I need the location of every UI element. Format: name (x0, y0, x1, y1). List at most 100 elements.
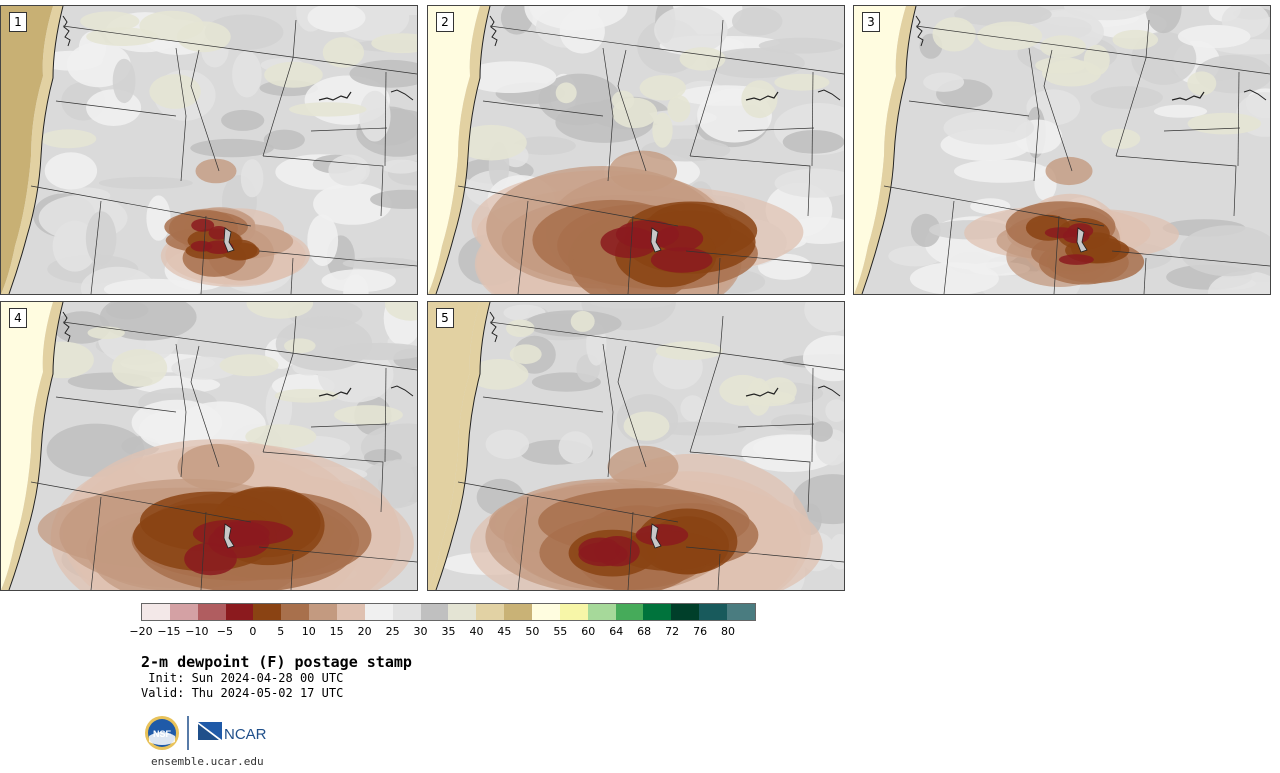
humidity-contour (263, 129, 305, 150)
humidity-contour (513, 136, 576, 155)
humidity-contour (246, 302, 314, 319)
dewpoint-contour (195, 158, 237, 184)
colorbar-swatch (281, 604, 310, 620)
humidity-contour (328, 154, 370, 186)
humidity-contour (1040, 35, 1086, 59)
humidity-contour (558, 431, 593, 464)
state-boundary (290, 553, 294, 590)
ocean (428, 302, 480, 590)
humidity-contour (190, 138, 274, 158)
state-boundary (258, 546, 417, 563)
humidity-contour (679, 47, 726, 71)
colorbar-tick-label: 60 (581, 625, 596, 638)
lake (390, 385, 414, 397)
state-boundary (811, 367, 814, 463)
colorbar-swatch (337, 604, 365, 620)
init-time: Init: Sun 2024-04-28 00 UTC (141, 671, 344, 685)
colorbar-swatch (671, 604, 700, 620)
humidity-contour (506, 319, 535, 337)
colorbar-tick-label: 80 (721, 625, 736, 638)
colorbar-tick-label: 5 (277, 625, 285, 638)
state-boundary (310, 127, 388, 132)
humidity-contour (40, 129, 97, 149)
ncar-logo: NCAR (198, 722, 267, 743)
state-boundary (90, 200, 102, 294)
colorbar-swatch (504, 604, 533, 620)
coastline (8, 6, 64, 294)
ocean (428, 6, 480, 294)
humidity-contour (313, 183, 392, 225)
humidity-contour (943, 111, 1035, 145)
humidity-contour (85, 211, 117, 266)
state-boundary (489, 25, 844, 75)
humidity-contour (240, 159, 264, 198)
dewpoint-contour (190, 240, 213, 252)
state-boundary (517, 200, 529, 294)
state-boundary (517, 496, 529, 590)
panel-number-label: 1 (9, 12, 27, 32)
dewpoint-contour (177, 443, 255, 491)
lake (223, 523, 235, 549)
state-boundary (55, 100, 177, 117)
state-boundary (689, 155, 811, 217)
lake (650, 523, 662, 549)
postage-stamp-panel-3: 3 (853, 5, 1271, 295)
state-boundary (617, 345, 647, 468)
humidity-contour (623, 411, 670, 441)
colorbar-swatch (699, 604, 728, 620)
colorbar-tick-label: −15 (157, 625, 181, 638)
dewpoint-contour (184, 542, 237, 576)
state-boundary (685, 546, 844, 563)
coastal-band (1, 6, 63, 294)
humidity-contour (1207, 271, 1270, 294)
humidity-contour (87, 326, 125, 340)
state-boundary (883, 185, 1105, 227)
state-boundary (489, 321, 844, 371)
panel-number-label: 2 (436, 12, 454, 32)
humidity-contour (639, 75, 686, 101)
state-boundary (717, 553, 721, 590)
humidity-contour (570, 310, 595, 332)
colorbar-swatch (727, 604, 755, 620)
humidity-contour (909, 262, 999, 294)
humidity-contour (954, 6, 1052, 27)
ocean (854, 6, 906, 294)
state-boundary (30, 185, 252, 227)
state-boundary (627, 511, 634, 590)
humidity-contour (1145, 6, 1182, 34)
state-boundary (262, 155, 384, 217)
humidity-contour (86, 27, 159, 46)
state-boundary (1043, 49, 1073, 172)
humidity-contour (245, 424, 317, 449)
dewpoint-contour (192, 519, 270, 548)
humidity-contour (455, 124, 527, 161)
coastline (435, 302, 491, 590)
coastal-band (1, 302, 63, 590)
humidity-contour (44, 152, 98, 190)
state-boundary (737, 127, 815, 132)
colorbar-tick-label: 64 (609, 625, 624, 638)
state-boundary (175, 47, 187, 182)
humidity-contour (1090, 86, 1163, 109)
state-boundary (175, 343, 187, 478)
colorbar-swatch (476, 604, 505, 620)
state-boundary (190, 49, 220, 172)
humidity-contour (177, 401, 266, 449)
lake (745, 387, 779, 397)
state-boundary (717, 257, 721, 294)
humidity-contour (274, 388, 339, 403)
state-boundary (62, 25, 417, 75)
humidity-contour (804, 302, 844, 333)
ocean (1, 302, 53, 590)
colorbar-tick-label: 30 (413, 625, 428, 638)
postage-stamp-panel-2: 2 (427, 5, 845, 295)
website-link[interactable]: ensemble.ucar.edu (151, 755, 264, 768)
state-boundary (262, 19, 297, 157)
humidity-contour (307, 214, 339, 266)
state-boundary (457, 481, 679, 523)
figure-title: 2-m dewpoint (F) postage stamp (141, 653, 412, 671)
humidity-contour (782, 130, 844, 154)
colorbar-tick-label: 10 (301, 625, 316, 638)
colorbar-swatch (448, 604, 477, 620)
dewpoint-contour (650, 247, 713, 273)
